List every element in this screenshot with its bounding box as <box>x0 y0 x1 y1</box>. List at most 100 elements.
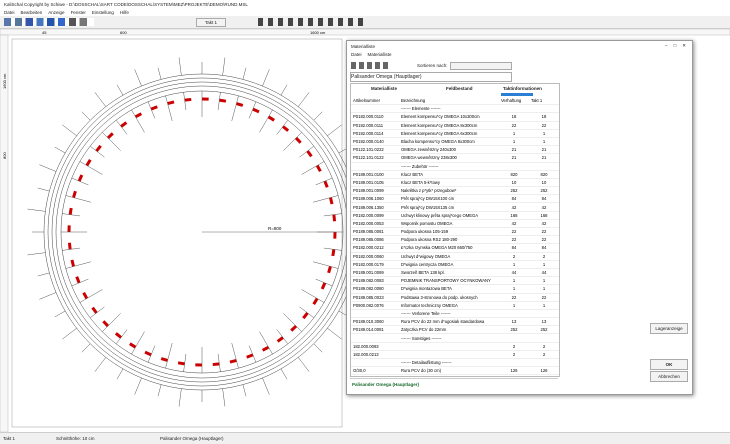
table-row[interactable]: P0182.000.0110Element kompensu*cy OMEGA … <box>351 113 559 121</box>
menu-item[interactable]: Hilfe <box>120 10 129 15</box>
article-number: P0182.000.0060 <box>351 252 399 260</box>
red-element <box>121 123 126 127</box>
stock-button[interactable]: Lageranzeige <box>650 323 688 334</box>
red-element <box>334 215 335 222</box>
status-item: Palisander Omega (Hauptlager) <box>160 436 224 441</box>
table-row[interactable]: P0189.006.1060Prêt spraj*cy DW15X100 cm8… <box>351 195 559 203</box>
menu-item[interactable]: Fenster <box>71 10 86 15</box>
table-row[interactable]: P0189.082.0083POJEMNIK TRANSPORTOWY OCYN… <box>351 277 559 285</box>
article-number: P0189.014.0081 <box>351 326 399 334</box>
table-row[interactable]: 182.000.021322 <box>351 350 559 358</box>
status-bar: Takt 1 Schnitthöhe: 10 cm Palisander Ome… <box>0 432 730 444</box>
article-number: 182.000.0213 <box>351 350 399 358</box>
quantity: 22 <box>499 236 529 244</box>
table-row[interactable]: P0182.000.0053Wspornik pomostu OMEGA4242 <box>351 219 559 227</box>
table-row[interactable]: P0900.082.0076Informator techniczny OMEG… <box>351 301 559 309</box>
table-row[interactable]: P0182.000.0140Blacha kompensu*cy OMEGA 8… <box>351 137 559 145</box>
red-element <box>330 198 332 204</box>
article-number: P0182.000.0111 <box>351 121 399 129</box>
title-bar: KaliSchal Copyright by Schiwe - D:\DOSSC… <box>0 0 730 9</box>
section-label: ------- Elemente ------- <box>399 105 499 113</box>
description: Wspornik pomostu OMEGA <box>399 219 499 227</box>
table-row[interactable]: P0182.000.0060Uchwyt d*wigowy OMEGA22 <box>351 252 559 260</box>
table-row[interactable]: P0182.000.0111Element kompensu*cy OMEGA … <box>351 121 559 129</box>
description: Nakrêtka z p*ytk* przegubow* <box>399 187 499 195</box>
sort-select[interactable] <box>450 62 512 70</box>
description: Prêt spraj*cy DW15X100 cm <box>399 195 499 203</box>
menu-item[interactable]: Bearbeiten <box>21 10 43 15</box>
table-row[interactable]: 182.000.009322 <box>351 342 559 350</box>
quantity: 21 <box>499 154 529 162</box>
ruler-top <box>0 29 730 35</box>
table-row[interactable]: ------- Verlorene Teile ------- <box>351 309 559 317</box>
dialog-tools[interactable] <box>351 62 391 69</box>
article-number: P0189.006.1060 <box>351 195 399 203</box>
footer-store: Palisander Omega (Hauptlager) <box>352 382 419 387</box>
red-element <box>84 293 87 299</box>
tie-rod <box>166 96 173 121</box>
red-element <box>185 99 192 100</box>
table-row[interactable]: P0189.085.0081Podpora ukosna 105-1592222 <box>351 228 559 236</box>
cell <box>499 162 529 170</box>
table-row[interactable]: P0189.010.3060Rura PCV do 22 mm d*ugosia… <box>351 318 559 326</box>
table-row[interactable]: P0182.000.0179D*wignia centrycza OMEGA11 <box>351 260 559 268</box>
red-element <box>283 126 288 130</box>
tie-rod <box>80 162 103 175</box>
table-row[interactable]: P0189.082.0080D*wignia montazowa BETA11 <box>351 285 559 293</box>
red-element <box>314 299 317 305</box>
table-row[interactable]: P0122.101.0122OMEGA wewnêtrzny 238x30021… <box>351 154 559 162</box>
table-row[interactable]: P0189.001.0099Nakrêtka z p*ytk* przegubo… <box>351 187 559 195</box>
table-row[interactable]: P0189.014.0081Zatyczka PCV do 22mm252252 <box>351 326 559 334</box>
red-element <box>296 138 301 143</box>
takt-quantity: 22 <box>529 228 559 236</box>
red-element <box>230 360 236 362</box>
brace <box>28 209 46 211</box>
window-controls[interactable]: –□✕ <box>665 43 692 49</box>
quantity: 168 <box>499 211 529 219</box>
tool-icons[interactable] <box>4 18 94 26</box>
table-row[interactable]: P0182.000.0099Uchwyt klinowy prêta spraj… <box>351 211 559 219</box>
table-row[interactable]: ------- Sonstiges ------- <box>351 334 559 342</box>
article-number: P0189.001.0105 <box>351 178 399 186</box>
table-row[interactable]: P0182.000.0114Element kompensu*cy OMEGA … <box>351 129 559 137</box>
table-row[interactable]: P0182.000.0212£*czka rzymska OMEGA M20 6… <box>351 244 559 252</box>
table-row[interactable]: ------- Zubehör ------- <box>351 162 559 170</box>
zoom-icons[interactable] <box>258 18 368 26</box>
quantity: 13 <box>499 318 529 326</box>
menu-item[interactable]: Datei <box>351 52 362 57</box>
description: D*wignia montazowa BETA <box>399 285 499 293</box>
red-element <box>93 308 97 313</box>
table-row[interactable]: P0189.001.0069Sworzeñ BETA 138 kpl.4444 <box>351 268 559 276</box>
brace <box>135 378 142 395</box>
brace <box>314 344 322 352</box>
menu-item[interactable]: Einstellung <box>92 10 114 15</box>
description: Podpora ukosna RS2 180-290 <box>399 236 499 244</box>
table-row[interactable]: P0189.085.0086Podpora ukosna RS2 180-290… <box>351 236 559 244</box>
toolbar: Takt 1 <box>0 16 730 29</box>
brace <box>38 188 50 191</box>
menu-item[interactable]: Datei <box>4 10 15 15</box>
table-row[interactable]: ------- Elemente ------- <box>351 105 559 113</box>
store-select[interactable]: Palisander Omega (Hauptlager) <box>350 72 512 82</box>
takt-select[interactable]: Takt 1 <box>196 18 226 27</box>
article-number: P0122.101.0222 <box>351 146 399 154</box>
menu-item[interactable]: Anzeige <box>48 10 64 15</box>
table-row[interactable]: P0189.006.1350Prêt spraj*cy DW15X135 cm4… <box>351 203 559 211</box>
table-row[interactable]: P0189.001.0105Klucz BETA 5-k*towy1010 <box>351 178 559 186</box>
ok-button[interactable]: OK <box>650 359 688 370</box>
brace <box>39 165 56 172</box>
material-dialog: Materialliste –□✕ DateiMaterialliste Sor… <box>346 40 693 395</box>
table-row[interactable]: P0189.001.0100Klucz BETA820820 <box>351 170 559 178</box>
quantity: 1 <box>499 277 529 285</box>
table-row[interactable]: P0189.085.0023Podstawa 3-stronowa do pod… <box>351 293 559 301</box>
brace <box>55 147 65 153</box>
brace <box>223 58 225 76</box>
description: Prêt spraj*cy DW15X135 cm <box>399 203 499 211</box>
table-row[interactable]: P0122.101.0222OMEGA zewnêtrzny 240x30021… <box>351 146 559 154</box>
table-row[interactable]: ------- Detailauflistung ------- <box>351 359 559 367</box>
progress-bar <box>501 93 533 96</box>
cancel-button[interactable]: Abbrechen <box>650 371 688 382</box>
table-row[interactable]: O/30,0Rura PCV do (30 cm)126126 <box>351 367 559 375</box>
menu-item[interactable]: Materialliste <box>368 52 392 57</box>
